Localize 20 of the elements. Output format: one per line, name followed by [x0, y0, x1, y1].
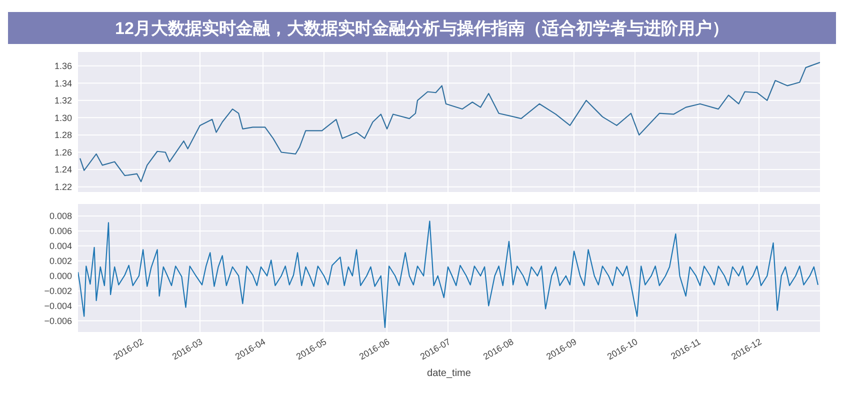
- y-tick-label: −0.006: [44, 316, 72, 326]
- y-tick-label: 1.24: [54, 164, 72, 175]
- y-tick-label: 1.26: [54, 147, 72, 158]
- y-tick-label: 0.008: [49, 211, 72, 222]
- y-tick-label: 1.28: [54, 130, 72, 140]
- x-axis-title: date_time: [427, 368, 472, 379]
- y-tick-label: −0.002: [44, 286, 72, 296]
- y-tick-label: 0.004: [49, 241, 72, 252]
- y-tick-label: 0.002: [49, 256, 72, 266]
- line-series: [78, 220, 819, 328]
- y-tick-label: 0.006: [49, 226, 72, 236]
- y-tick-label: 1.36: [54, 60, 72, 71]
- line-series: [79, 62, 820, 182]
- y-tick-label: 0.000: [49, 271, 72, 282]
- y-tick-label: 1.34: [54, 78, 72, 88]
- y-tick-label: 1.22: [54, 182, 72, 192]
- y-tick-label: −0.004: [44, 300, 72, 311]
- y-tick-label: 1.30: [54, 112, 72, 123]
- chart-title: 12月大数据实时金融，大数据实时金融分析与操作指南（适合初学者与进阶用户）: [115, 19, 729, 38]
- y-tick-label: 1.32: [54, 96, 72, 106]
